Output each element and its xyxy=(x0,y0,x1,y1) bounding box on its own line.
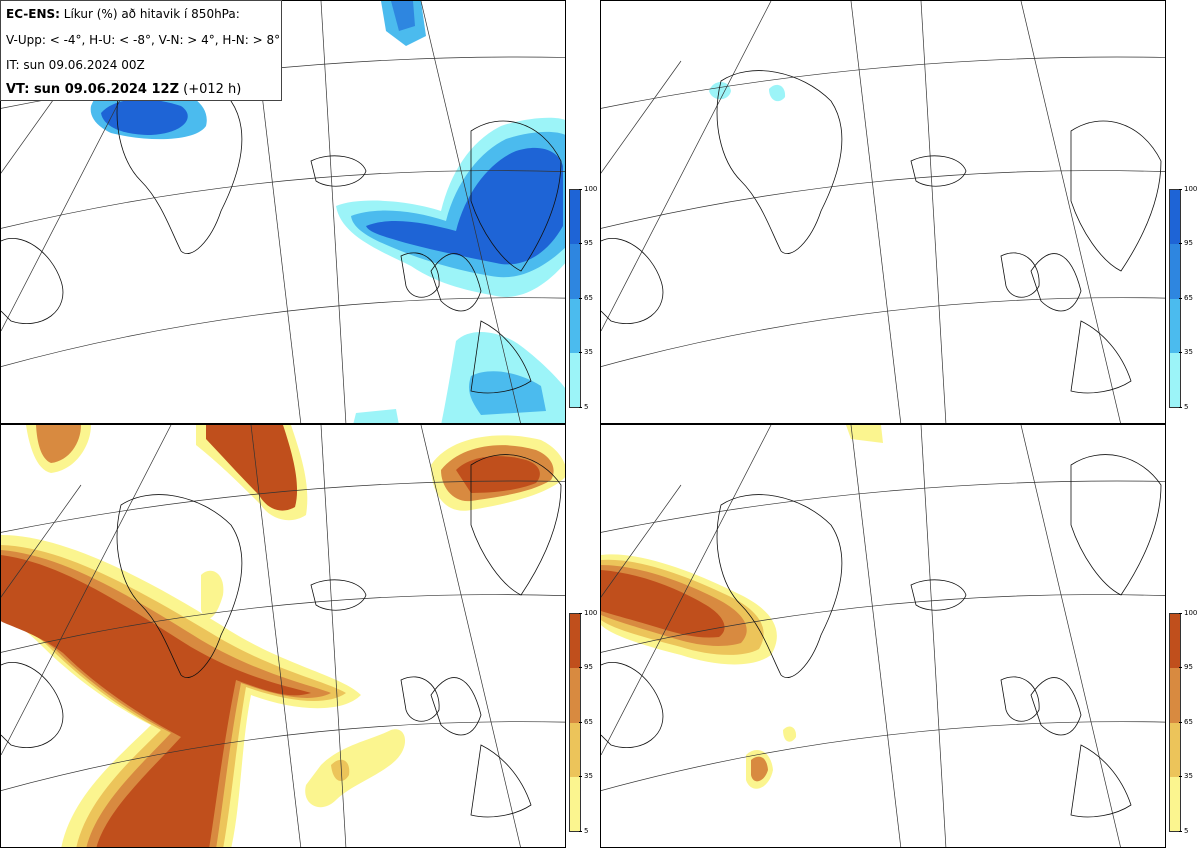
graticule xyxy=(601,425,1165,847)
initial-time: IT: sun 09.06.2024 00Z xyxy=(6,58,145,72)
criteria-text: V-Upp: < -4°, H-U: < -8°, V-N: > 4°, H-N… xyxy=(6,33,281,47)
colorbar-tick: 65 xyxy=(1179,718,1193,726)
coastlines xyxy=(601,454,1162,818)
colorbar-tick: 95 xyxy=(1179,663,1193,671)
coastlines xyxy=(601,70,1162,394)
map-panel-h-n xyxy=(600,424,1166,848)
model-label: EC-ENS: xyxy=(6,7,60,21)
title-line: EC-ENS: Líkur (%) að hitavik í 850hPa: xyxy=(6,7,240,21)
colorbar-tick: 100 xyxy=(578,185,597,193)
valid-time-line: VT: sun 09.06.2024 12Z (+012 h) xyxy=(6,82,241,97)
map-panel-v-n xyxy=(0,424,566,848)
colorbar-tick: 35 xyxy=(1179,348,1193,356)
map-info-box: EC-ENS: Líkur (%) að hitavik í 850hPa: V… xyxy=(0,0,282,101)
colorbar-tick: 100 xyxy=(578,609,597,617)
colorbar-tick: 5 xyxy=(1178,403,1188,411)
colorbar-tick: 35 xyxy=(1179,772,1193,780)
coastlines xyxy=(1,454,562,818)
colorbar-tick: 65 xyxy=(1179,294,1193,302)
map-panel-h-u xyxy=(600,0,1166,424)
colorbar-tick: 5 xyxy=(1178,827,1188,835)
colorbar-h-u: 100 95 65 35 5 xyxy=(1169,185,1200,413)
title-text: Líkur (%) að hitavik í 850hPa: xyxy=(63,7,240,21)
colorbar-h-n: 100 95 65 35 5 xyxy=(1169,609,1200,837)
colorbar-tick: 95 xyxy=(579,663,593,671)
colorbar-tick: 65 xyxy=(579,294,593,302)
colorbar-tick: 65 xyxy=(579,718,593,726)
map-h-n xyxy=(601,425,1165,847)
colorbar-tick: 35 xyxy=(579,772,593,780)
probability-field xyxy=(1,425,565,847)
colorbar-tick: 5 xyxy=(578,827,588,835)
graticule xyxy=(601,1,1165,423)
valid-time: VT: sun 09.06.2024 12Z xyxy=(6,82,179,97)
colorbar-tick: 95 xyxy=(1179,239,1193,247)
colorbar-v-n: 100 95 65 35 5 xyxy=(569,609,617,837)
map-v-n xyxy=(1,425,565,847)
probability-field xyxy=(601,425,883,789)
colorbar-v-upp: 100 95 65 35 5 xyxy=(569,185,617,413)
colorbar-tick: 95 xyxy=(579,239,593,247)
colorbar-tick: 5 xyxy=(578,403,588,411)
colorbar-tick: 100 xyxy=(1178,185,1197,193)
lead-time: (+012 h) xyxy=(183,82,242,97)
colorbar-tick: 35 xyxy=(579,348,593,356)
colorbar-tick: 100 xyxy=(1178,609,1197,617)
map-h-u xyxy=(601,1,1165,423)
